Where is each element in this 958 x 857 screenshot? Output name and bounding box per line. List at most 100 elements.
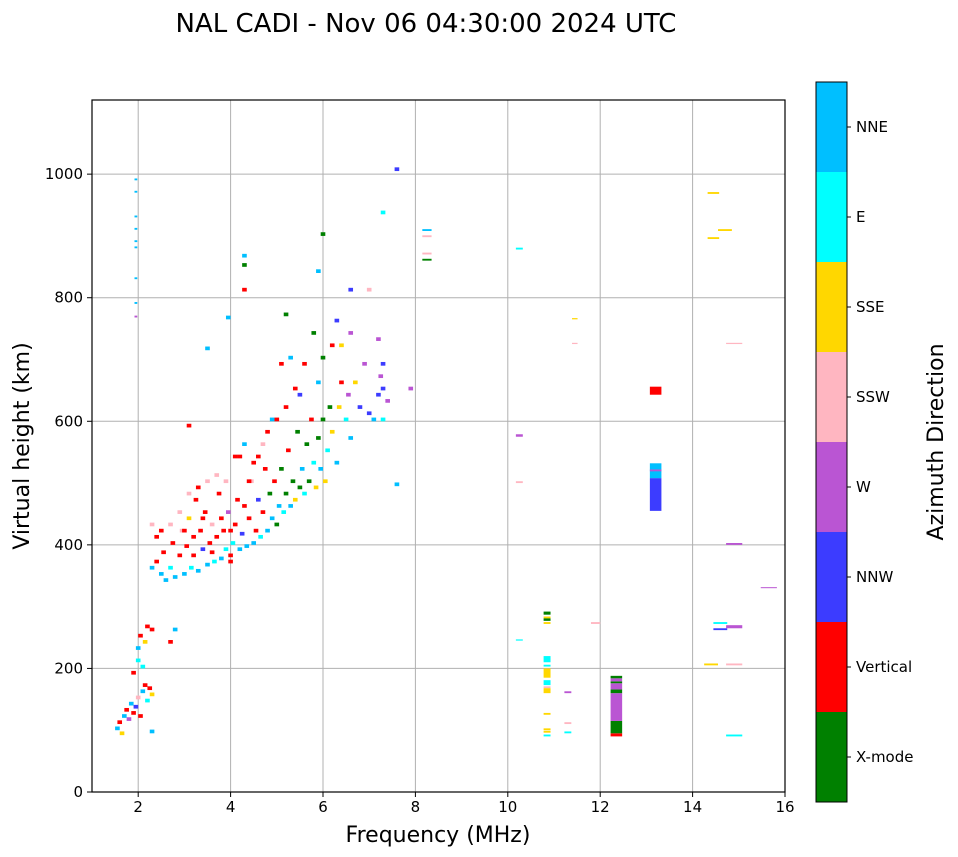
data-point-vertical (232, 522, 238, 527)
data-point-nne (149, 565, 155, 570)
data-point-e (543, 680, 551, 686)
data-point-e (145, 698, 150, 703)
data-point-sse (543, 616, 551, 619)
colorbar-label-nnw: NNW (856, 568, 893, 586)
data-point-x-mode (320, 417, 326, 422)
data-point-vertical (131, 670, 136, 675)
data-point-nne (225, 315, 231, 320)
data-point-x-mode (610, 720, 623, 734)
data-point-vertical (184, 544, 190, 548)
data-point-vertical (292, 386, 298, 391)
y-tick-label: 400 (54, 536, 83, 554)
colorbar-label-nne: NNE (856, 118, 888, 136)
data-point-x-mode (422, 258, 432, 261)
data-point-x-mode (327, 405, 333, 409)
data-point-ssw (726, 342, 743, 345)
colorbar-swatch-nnw (816, 532, 847, 622)
data-point-vertical (214, 534, 220, 539)
data-point-vertical (138, 714, 143, 718)
data-point-nnw (380, 386, 386, 391)
data-point-w (408, 386, 414, 391)
data-point-vertical (195, 485, 201, 490)
data-point-nnw (376, 392, 381, 397)
data-point-ssw (366, 287, 372, 292)
data-point-ssw (186, 491, 192, 496)
data-point-nne (140, 689, 146, 694)
data-point-nnw (380, 361, 386, 366)
data-point-nnw (133, 704, 139, 709)
data-point-w (515, 434, 523, 437)
data-point-sse (543, 712, 551, 715)
data-point-vertical (286, 448, 291, 453)
data-point-ssw (149, 522, 155, 527)
data-point-nne (149, 729, 155, 734)
data-point-w (225, 510, 231, 514)
data-point-vertical (237, 454, 243, 459)
data-point-nne (219, 556, 224, 561)
data-point-w (126, 717, 132, 721)
data-point-ssw (726, 663, 743, 666)
data-point-sse (572, 318, 578, 320)
colorbar-swatch-x-mode (816, 712, 847, 802)
data-point-nne (172, 627, 178, 632)
data-point-vertical (142, 683, 148, 687)
data-point-e (302, 491, 307, 496)
data-point-e (515, 247, 523, 250)
data-point-e (343, 417, 349, 422)
data-point-e (140, 664, 146, 669)
data-point-vertical (117, 720, 123, 725)
data-point-nne (251, 541, 257, 545)
y-tick-label: 1000 (45, 165, 83, 183)
x-tick-label: 14 (683, 798, 702, 816)
data-point-vertical (242, 287, 247, 292)
data-point-vertical (154, 559, 159, 564)
grid-lines (92, 100, 786, 793)
data-point-x-mode (242, 263, 247, 267)
data-point-vertical (302, 361, 307, 366)
data-point-nne (394, 482, 400, 487)
data-point-vertical (649, 386, 662, 395)
x-tick-label: 10 (498, 798, 517, 816)
data-point-w (649, 469, 662, 472)
data-point-sse (353, 380, 358, 385)
data-point-nne (316, 380, 321, 385)
data-point-ssw (135, 695, 141, 700)
data-point-nnw (200, 547, 206, 552)
data-point-ssw (422, 252, 432, 255)
data-point-vertical (191, 553, 196, 558)
colorbar-swatch-e (816, 172, 847, 262)
data-point-nne (649, 469, 662, 479)
data-point-nne (134, 215, 138, 218)
data-point-x-mode (610, 689, 623, 694)
colorbar-swatch-w (816, 442, 847, 532)
data-point-nnw (357, 405, 363, 409)
data-point-nne (128, 701, 134, 706)
data-point-nne (135, 646, 141, 650)
colorbar-label-ssw: SSW (856, 388, 890, 406)
data-point-w (726, 625, 743, 629)
x-tick-label: 8 (411, 798, 421, 816)
data-point-e (713, 622, 728, 624)
data-point-vertical (235, 497, 240, 502)
data-point-vertical (219, 516, 224, 521)
colorbar-label: Azimuth Direction (924, 343, 949, 540)
data-point-vertical (228, 559, 233, 564)
data-point-vertical (182, 528, 187, 533)
data-point-nne (134, 190, 138, 193)
colorbar-label-e: E (856, 208, 865, 226)
data-point-x-mode (316, 436, 321, 440)
data-point-sse (718, 229, 732, 231)
data-point-vertical (200, 516, 206, 521)
colorbar-frame (815, 81, 848, 803)
colorbar-label-vertical: Vertical (856, 658, 912, 676)
data-point-nne (158, 572, 164, 576)
x-axis-label: Frequency (MHz) (346, 823, 531, 848)
data-point-nne (318, 467, 323, 471)
x-tick-label: 2 (133, 798, 143, 816)
data-point-ssw (168, 522, 173, 527)
data-point-x-mode (320, 355, 326, 360)
data-point-nne (134, 302, 138, 304)
data-point-vertical (256, 454, 261, 459)
data-point-vertical (251, 460, 257, 465)
